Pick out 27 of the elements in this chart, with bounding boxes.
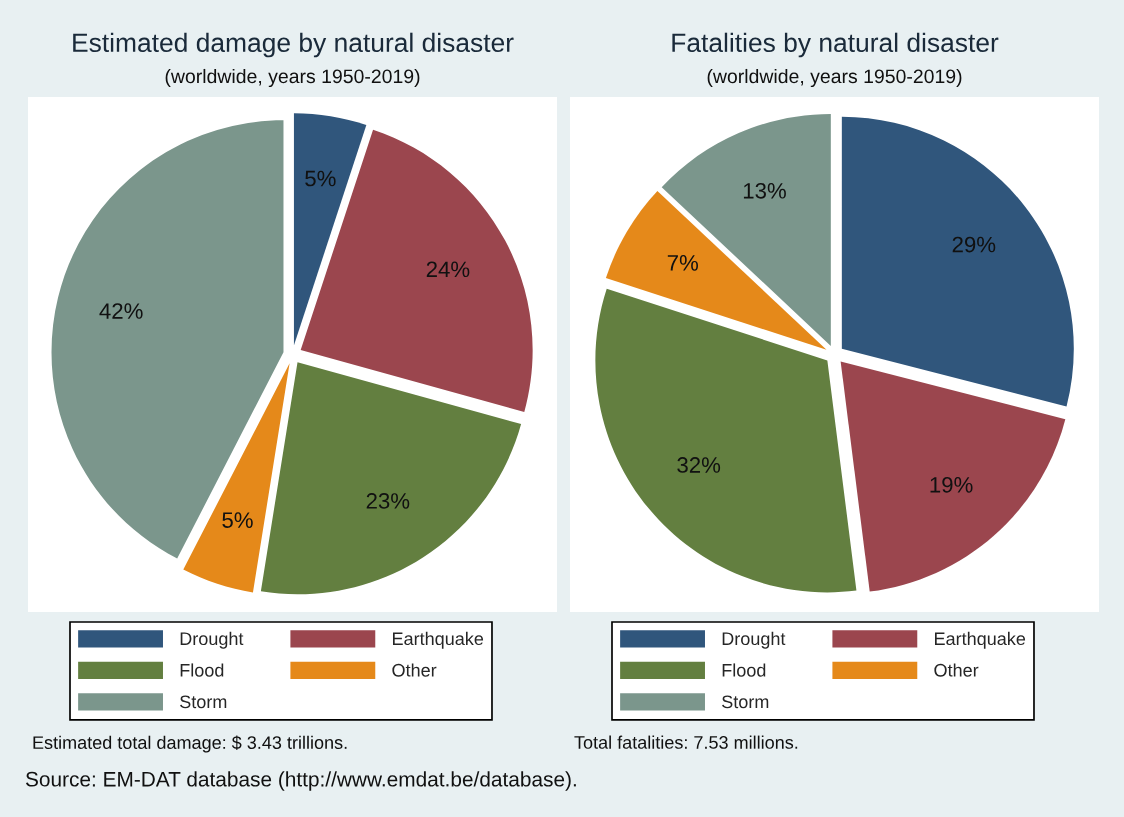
legend-label: Flood	[180, 663, 224, 677]
data-label: 32%	[677, 457, 721, 473]
legend-label: Drought	[722, 631, 786, 649]
chart-subtitle: (worldwide, years 1950-2019)	[165, 68, 420, 88]
source-note: Source: EM-DAT database (http://www.emdat.be/database).	[25, 771, 576, 791]
data-label: 24%	[426, 261, 470, 278]
legend-label: Drought	[180, 631, 244, 649]
text: Total fatalities: 7.53 millions.	[574, 735, 798, 749]
data-label: 7%	[667, 255, 699, 271]
legend-label: Storm	[180, 695, 227, 709]
chart-subtitle: (worldwide, years 1950-2019)	[707, 68, 962, 88]
legend-label: Storm	[722, 695, 769, 709]
legend-label: Earthquake	[393, 631, 484, 649]
legend-label: Other	[392, 663, 437, 677]
legend-label: Flood	[722, 663, 766, 677]
text: Estimated total damage: $ 3.43 trillions.	[33, 735, 347, 753]
data-label: 5%	[222, 512, 253, 528]
data-label: 5%	[305, 170, 336, 187]
data-label: 19%	[930, 476, 973, 493]
data-label: 42%	[99, 303, 143, 319]
legend-label: Earthquake	[935, 631, 1026, 649]
data-label: 13%	[743, 182, 786, 199]
legend-label: Other	[934, 663, 979, 677]
data-label: 23%	[366, 493, 410, 509]
chart-title: Fatalities by natural disaster	[672, 32, 999, 58]
chart-title: Estimated damage by natural disaster	[73, 32, 514, 58]
data-label: 29%	[952, 236, 996, 253]
